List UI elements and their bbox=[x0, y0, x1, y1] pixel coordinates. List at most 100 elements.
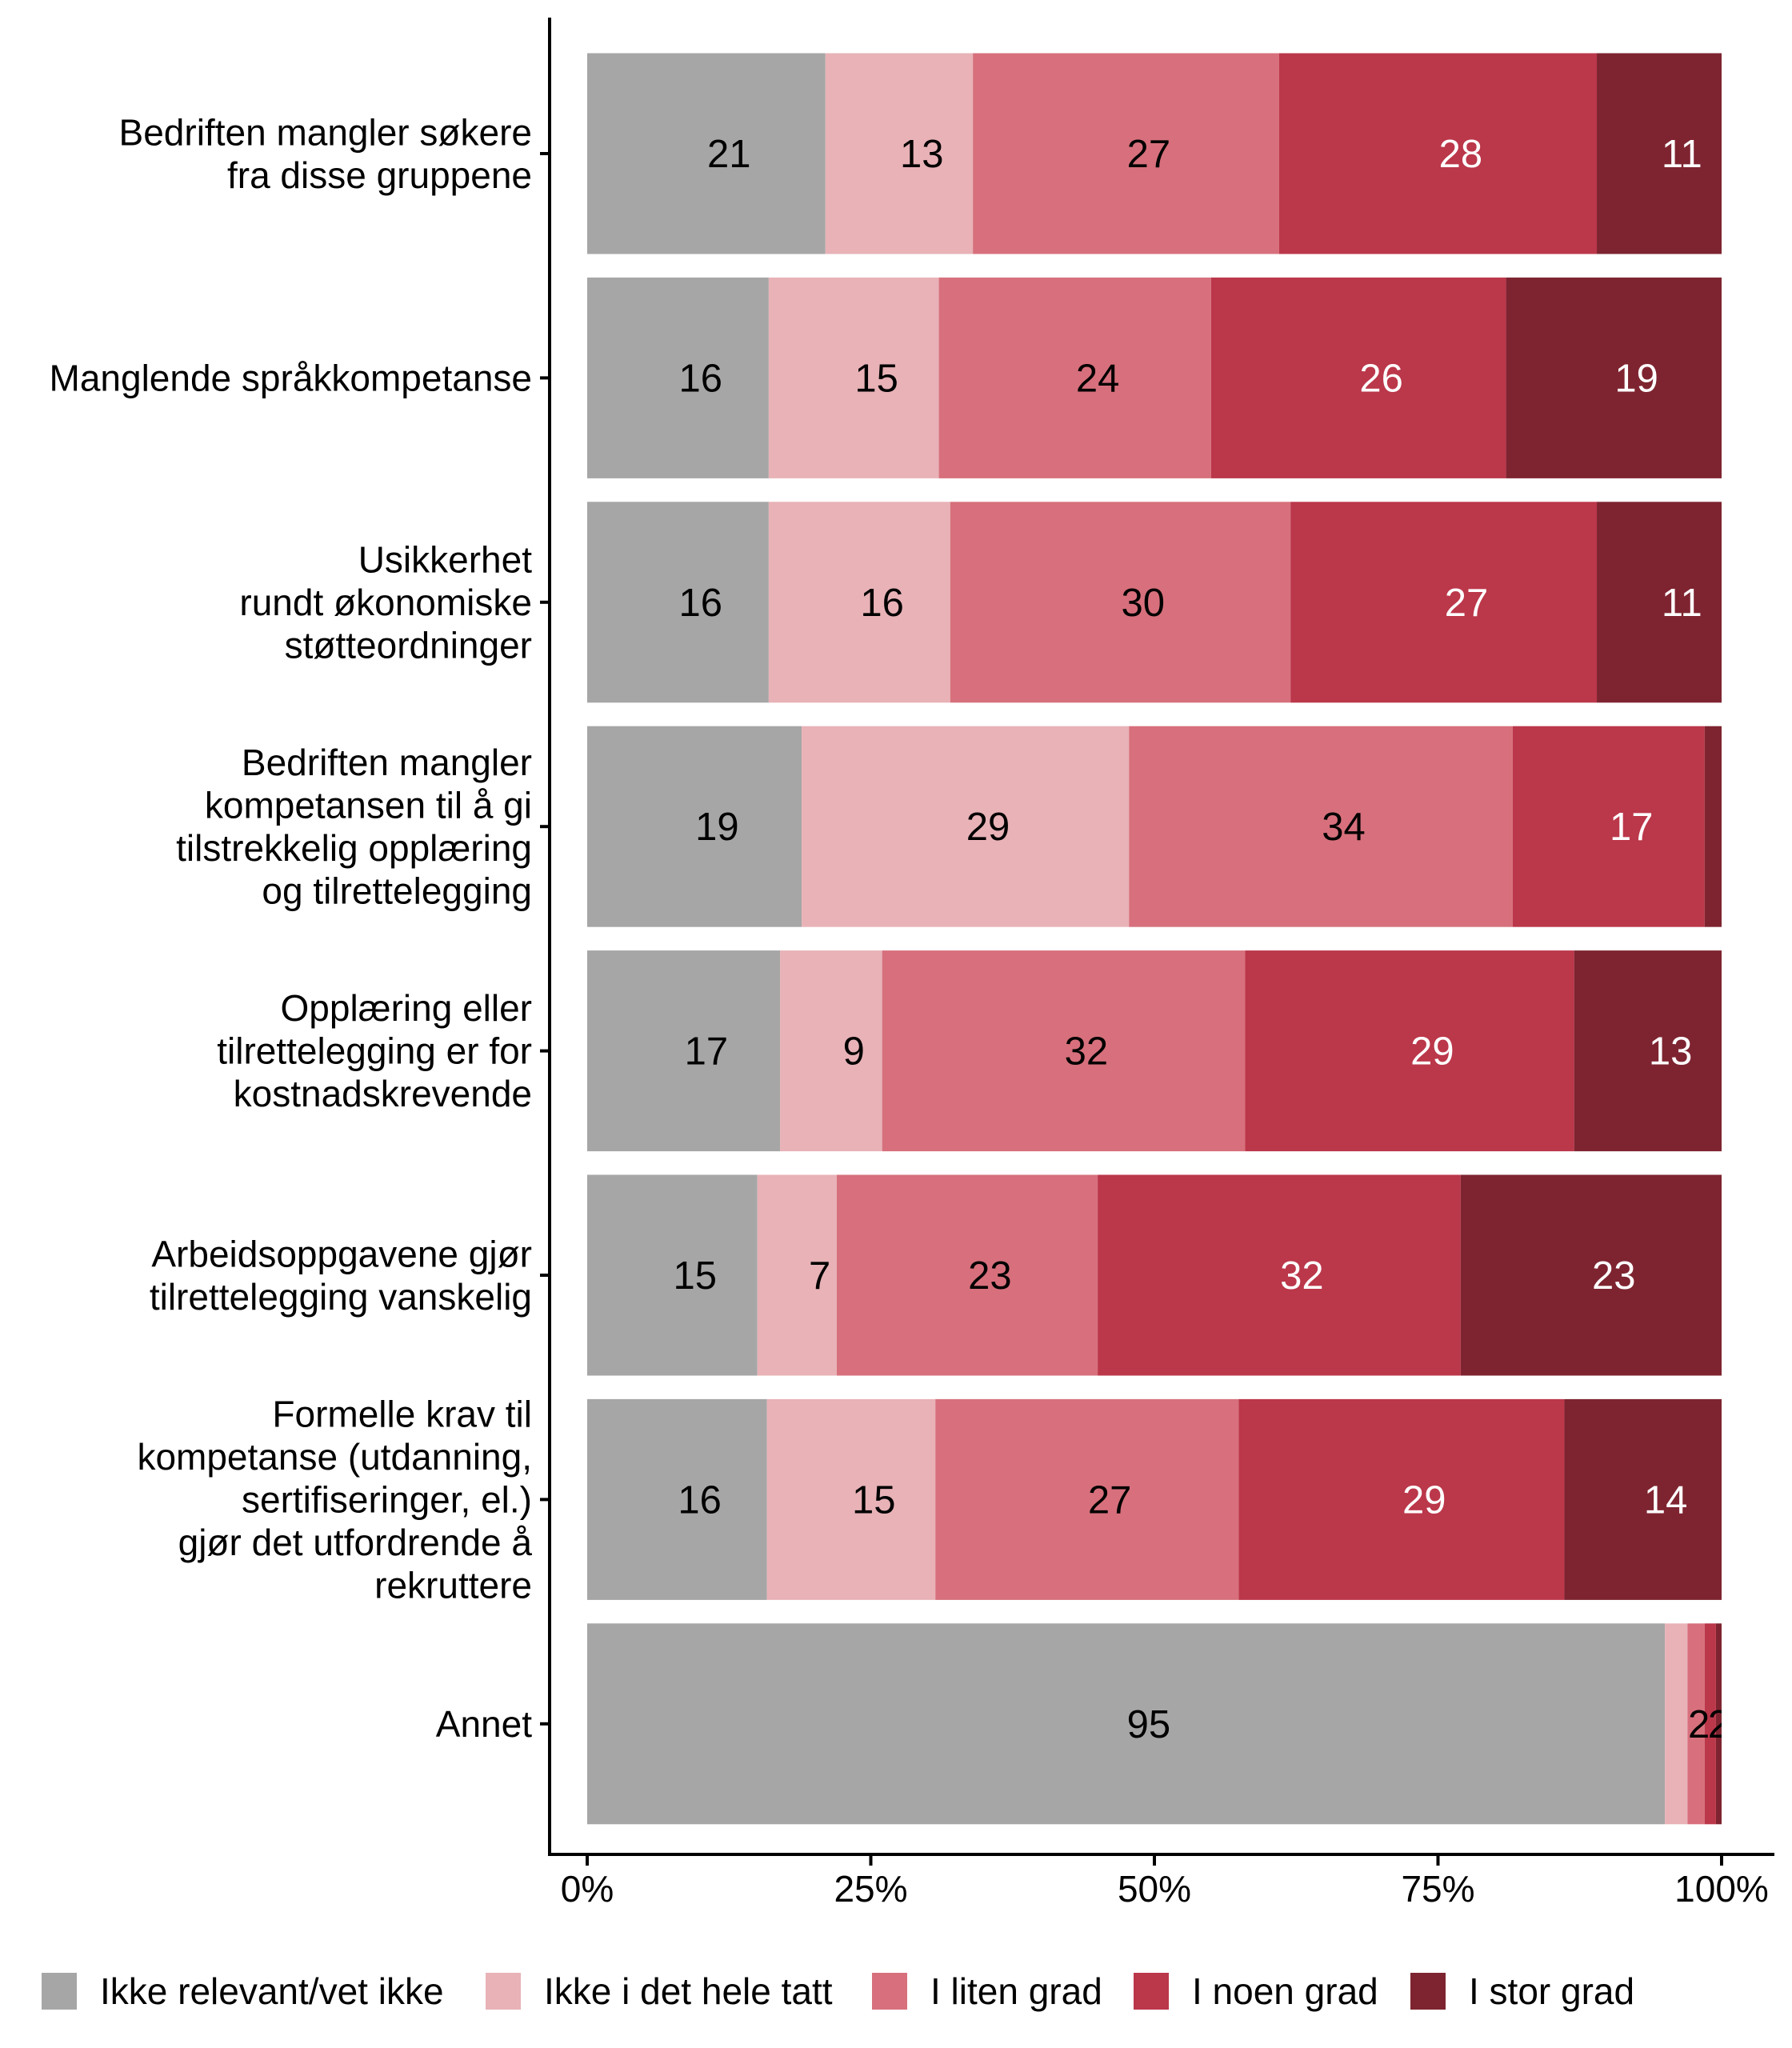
data-label-i-noen-grad-row-8: 1 bbox=[1722, 1703, 1744, 1746]
legend-item-i-noen-grad: I noen grad bbox=[1134, 1970, 1378, 2012]
bar-segment-i-noen-grad-row-1 bbox=[1278, 53, 1598, 254]
bar-segment-ikke-i-det-hele-tatt-row-5 bbox=[780, 950, 882, 1152]
bar-segment-ikke-relevant-vet-ikke-row-6 bbox=[587, 1174, 758, 1376]
category-label-line: Usikkerhet bbox=[358, 538, 533, 580]
x-tick-label: 25% bbox=[834, 1868, 907, 1910]
bar-segment-i-stor-grad-row-4 bbox=[1704, 726, 1722, 927]
bar-segment-i-stor-grad-row-2 bbox=[1506, 277, 1722, 478]
bar-segment-i-liten-grad-row-6 bbox=[836, 1174, 1098, 1376]
legend-label: I stor grad bbox=[1469, 1970, 1634, 2012]
bar-segment-i-liten-grad-row-7 bbox=[935, 1398, 1239, 1600]
bar-segment-ikke-relevant-vet-ikke-row-2 bbox=[587, 277, 769, 478]
legend-swatch bbox=[42, 1973, 77, 2010]
bar-segment-ikke-relevant-vet-ikke-row-4 bbox=[587, 726, 802, 927]
data-label-ikke-relevant-vet-ikke-row-3: 16 bbox=[679, 582, 723, 625]
legend-item-ikke-i-det-hele-tatt: Ikke i det hele tatt bbox=[486, 1970, 833, 2012]
category-label-row-6: Arbeidsoppgavene gjør tilrettelegging van… bbox=[150, 1233, 532, 1318]
data-label-ikke-i-det-hele-tatt-row-8: 2 bbox=[1688, 1703, 1710, 1746]
data-label-ikke-relevant-vet-ikke-row-7: 16 bbox=[678, 1478, 722, 1522]
bar-segment-i-noen-grad-row-4 bbox=[1512, 726, 1705, 927]
bar-segment-ikke-relevant-vet-ikke-row-8 bbox=[587, 1623, 1666, 1825]
bar-segment-ikke-i-det-hele-tatt-row-1 bbox=[825, 53, 974, 254]
category-label-line: fra disse gruppene bbox=[227, 154, 532, 196]
bar-segment-i-liten-grad-row-3 bbox=[950, 502, 1291, 703]
data-label-i-liten-grad-row-1: 27 bbox=[1127, 133, 1171, 176]
data-label-ikke-i-det-hele-tatt-row-3: 16 bbox=[860, 582, 904, 625]
data-label-i-stor-grad-row-5: 13 bbox=[1649, 1030, 1693, 1074]
bar-segment-ikke-relevant-vet-ikke-row-3 bbox=[587, 502, 769, 703]
data-label-ikke-relevant-vet-ikke-row-1: 21 bbox=[707, 133, 751, 176]
data-label-i-liten-grad-row-4: 34 bbox=[1322, 806, 1366, 849]
data-label-i-liten-grad-row-5: 32 bbox=[1065, 1030, 1109, 1074]
category-label-line: kompetansen til å gi bbox=[205, 784, 532, 826]
data-label-ikke-i-det-hele-tatt-row-6: 7 bbox=[809, 1254, 830, 1298]
legend-swatch bbox=[486, 1973, 521, 2010]
bar-segment-i-noen-grad-row-7 bbox=[1238, 1398, 1565, 1600]
category-label-line: tilrettelegging er for bbox=[217, 1030, 532, 1072]
bar-segment-i-stor-grad-row-1 bbox=[1597, 53, 1722, 254]
data-label-ikke-i-det-hele-tatt-row-7: 15 bbox=[852, 1478, 896, 1522]
x-tick-label: 50% bbox=[1118, 1868, 1191, 1910]
data-label-i-liten-grad-row-2: 24 bbox=[1076, 357, 1120, 400]
category-label-row-8: Annet bbox=[436, 1703, 532, 1745]
x-tick-label: 100% bbox=[1674, 1868, 1769, 1910]
bar-segment-i-liten-grad-row-4 bbox=[1129, 726, 1513, 927]
legend-label: Ikke i det hele tatt bbox=[544, 1970, 833, 2012]
data-label-i-liten-grad-row-7: 27 bbox=[1088, 1478, 1132, 1522]
category-label-line: Formelle krav til bbox=[272, 1393, 532, 1434]
category-label-row-1: Bedriften mangler søkere fra disse gruppe… bbox=[119, 111, 532, 196]
category-label-row-4: Bedriften mangler kompetansen til å gi til… bbox=[176, 742, 532, 911]
data-label-i-noen-grad-row-2: 26 bbox=[1359, 357, 1403, 400]
category-label-line: gjør det utfordrende å bbox=[178, 1522, 533, 1563]
x-tick-label: 75% bbox=[1401, 1868, 1474, 1910]
category-label-line: rundt økonomiske bbox=[239, 582, 532, 623]
data-label-i-stor-grad-row-3: 11 bbox=[1662, 582, 1702, 625]
data-label-i-liten-grad-row-6: 23 bbox=[968, 1254, 1012, 1298]
category-label-row-2: Manglende språkkompetanse bbox=[50, 357, 532, 398]
data-label-ikke-relevant-vet-ikke-row-8: 95 bbox=[1127, 1703, 1171, 1746]
legend-label: Ikke relevant/vet ikke bbox=[100, 1970, 444, 2012]
category-label-line: Bedriften mangler bbox=[242, 742, 532, 783]
data-label-ikke-relevant-vet-ikke-row-6: 15 bbox=[673, 1254, 717, 1298]
category-label-line: Annet bbox=[436, 1703, 532, 1745]
legend: Ikke relevant/vet ikke Ikke i det hele ta… bbox=[42, 1970, 1634, 2012]
bar-segment-i-noen-grad-row-8 bbox=[1704, 1623, 1716, 1825]
bar-segment-i-liten-grad-row-1 bbox=[973, 53, 1279, 254]
bar-segment-i-stor-grad-row-5 bbox=[1574, 950, 1722, 1152]
bar-segment-ikke-i-det-hele-tatt-row-2 bbox=[768, 277, 939, 478]
bar-segment-i-noen-grad-row-5 bbox=[1245, 950, 1574, 1152]
category-label-line: kompetanse (utdanning, bbox=[137, 1436, 532, 1478]
legend-label: I liten grad bbox=[930, 1970, 1102, 2012]
data-label-ikke-i-det-hele-tatt-row-2: 15 bbox=[854, 357, 898, 400]
category-label-line: tilrettelegging vanskelig bbox=[150, 1276, 532, 1318]
category-label-row-5: Opplæring eller tilrettelegging er for kos… bbox=[217, 987, 532, 1114]
x-axis: 0% 25% 50% 75% 100% bbox=[561, 1854, 1769, 1910]
legend-item-i-liten-grad: I liten grad bbox=[872, 1970, 1102, 2012]
category-label-line: Arbeidsoppgavene gjør bbox=[151, 1233, 532, 1274]
y-axis: Bedriften mangler søkere fra disse gruppe… bbox=[50, 111, 550, 1745]
category-label-line: Bedriften mangler søkere bbox=[119, 111, 532, 153]
category-label-row-3: Usikkerhet rundt økonomiske støtteordninge… bbox=[239, 538, 532, 666]
data-label-ikke-relevant-vet-ikke-row-2: 16 bbox=[679, 357, 723, 400]
data-label-ikke-relevant-vet-ikke-row-5: 17 bbox=[685, 1030, 729, 1074]
legend-swatch bbox=[872, 1973, 907, 2010]
category-label-line: tilstrekkelig opplæring bbox=[176, 827, 532, 869]
data-label-i-noen-grad-row-1: 28 bbox=[1439, 133, 1483, 176]
legend-swatch bbox=[1410, 1973, 1446, 2010]
bar-segment-ikke-relevant-vet-ikke-row-7 bbox=[587, 1398, 767, 1600]
legend-label: I noen grad bbox=[1192, 1970, 1378, 2012]
data-label-i-stor-grad-row-1: 11 bbox=[1662, 133, 1702, 176]
bar-segment-i-liten-grad-row-8 bbox=[1687, 1623, 1705, 1825]
bar-segment-ikke-relevant-vet-ikke-row-5 bbox=[587, 950, 781, 1152]
bar-segment-i-stor-grad-row-6 bbox=[1460, 1174, 1722, 1376]
category-label-line: kostnadskrevende bbox=[234, 1073, 532, 1114]
data-label-i-liten-grad-row-3: 30 bbox=[1122, 582, 1166, 625]
bar-segment-i-noen-grad-row-3 bbox=[1290, 502, 1598, 703]
bar-segment-ikke-i-det-hele-tatt-row-6 bbox=[757, 1174, 837, 1376]
bar-segment-ikke-i-det-hele-tatt-row-8 bbox=[1665, 1623, 1688, 1825]
bar-segment-ikke-relevant-vet-ikke-row-1 bbox=[587, 53, 826, 254]
bar-segment-i-noen-grad-row-2 bbox=[1210, 277, 1506, 478]
category-label-line: rekruttere bbox=[374, 1564, 532, 1606]
bar-segment-ikke-i-det-hele-tatt-row-7 bbox=[766, 1398, 936, 1600]
